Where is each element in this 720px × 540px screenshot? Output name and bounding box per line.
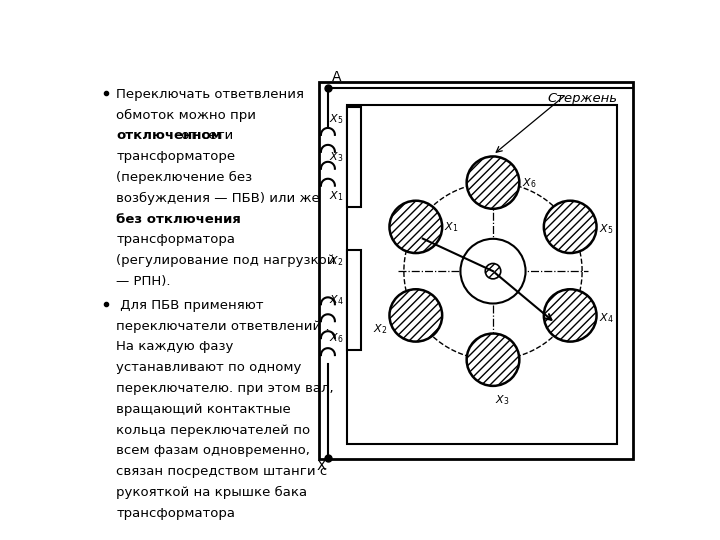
- Bar: [347, 105, 617, 444]
- Text: отключенном: отключенном: [117, 130, 222, 143]
- Text: всем фазам одновременно,: всем фазам одновременно,: [117, 444, 310, 457]
- Circle shape: [390, 201, 442, 253]
- Text: связан посредством штанги с: связан посредством штанги с: [117, 465, 328, 478]
- Text: X$_{4}$: X$_{4}$: [599, 311, 613, 325]
- Text: Переключать ответвления: Переключать ответвления: [117, 88, 305, 101]
- Circle shape: [485, 264, 500, 279]
- Text: X$_{4}$: X$_{4}$: [328, 293, 343, 307]
- Text: Стержень: Стержень: [547, 92, 617, 105]
- Text: X$_{1}$: X$_{1}$: [329, 189, 343, 202]
- Text: трансформаторе: трансформаторе: [117, 150, 235, 163]
- Text: от сети: от сети: [177, 130, 233, 143]
- Text: X$_{3}$: X$_{3}$: [495, 393, 509, 407]
- Circle shape: [467, 334, 519, 386]
- Text: X$_{6}$: X$_{6}$: [329, 331, 343, 345]
- Text: без отключения: без отключения: [117, 213, 241, 226]
- Text: X$_{2}$: X$_{2}$: [329, 254, 343, 268]
- Text: X$_{2}$: X$_{2}$: [373, 322, 387, 336]
- Text: X$_{5}$: X$_{5}$: [599, 222, 613, 236]
- Bar: [347, 249, 361, 350]
- Text: устанавливают по одному: устанавливают по одному: [117, 361, 302, 374]
- Circle shape: [467, 157, 519, 209]
- Text: X$_{6}$: X$_{6}$: [522, 176, 536, 190]
- Text: A: A: [332, 70, 341, 84]
- Circle shape: [390, 289, 442, 342]
- Circle shape: [544, 201, 597, 253]
- Bar: [319, 82, 632, 459]
- Text: возбуждения — ПБВ) или же: возбуждения — ПБВ) или же: [117, 192, 320, 205]
- Text: Для ПБВ применяют: Для ПБВ применяют: [117, 299, 264, 312]
- Text: переключателю. при этом вал,: переключателю. при этом вал,: [117, 382, 334, 395]
- Text: трансформатора: трансформатора: [117, 233, 235, 246]
- Text: обмоток можно при: обмоток можно при: [117, 109, 256, 122]
- Circle shape: [467, 334, 519, 386]
- Circle shape: [390, 201, 442, 253]
- Bar: [347, 107, 361, 207]
- Text: X$_{5}$: X$_{5}$: [329, 112, 343, 126]
- Text: трансформатора: трансформатора: [117, 507, 235, 520]
- Text: кольца переключателей по: кольца переключателей по: [117, 423, 310, 437]
- Text: X: X: [317, 459, 327, 473]
- Text: (переключение без: (переключение без: [117, 171, 253, 184]
- Text: (регулирование под нагрузкой: (регулирование под нагрузкой: [117, 254, 336, 267]
- Circle shape: [467, 157, 519, 209]
- Circle shape: [461, 239, 526, 303]
- Text: X$_{1}$: X$_{1}$: [444, 220, 459, 234]
- Text: На каждую фазу: На каждую фазу: [117, 340, 234, 354]
- Circle shape: [390, 289, 442, 342]
- Circle shape: [544, 289, 597, 342]
- Circle shape: [544, 289, 597, 342]
- Text: рукояткой на крышке бака: рукояткой на крышке бака: [117, 486, 307, 499]
- Text: вращающий контактные: вращающий контактные: [117, 403, 291, 416]
- Circle shape: [544, 201, 597, 253]
- Text: переключатели ответвлений .: переключатели ответвлений .: [117, 320, 330, 333]
- Text: X$_{3}$: X$_{3}$: [329, 150, 343, 164]
- Text: — РПН).: — РПН).: [117, 275, 171, 288]
